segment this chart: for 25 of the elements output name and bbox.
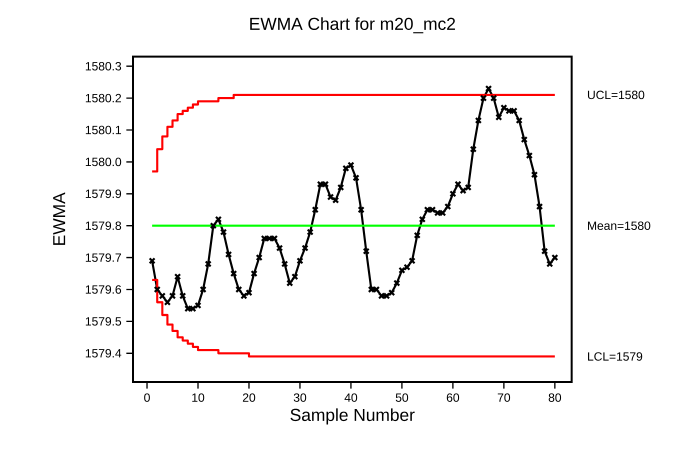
y-tick-label: 1579.4	[86, 349, 122, 358]
y-tick-label: 1580.3	[86, 62, 122, 70]
y-tick-label: 1579.9	[86, 190, 122, 198]
x-tick-label: 40	[344, 393, 358, 402]
x-tick-label: 50	[396, 393, 408, 402]
text: UCL=1580	[588, 90, 644, 100]
y-tick-label: 1579.6	[86, 285, 122, 294]
y-tick-label: 1579.8	[86, 221, 122, 230]
y-axis-title: EWMA	[53, 192, 66, 245]
y-tick-label: 1579.7	[86, 253, 122, 262]
x-tick-label: 70	[498, 393, 510, 402]
y-tick-label: 1580.2	[86, 94, 122, 102]
y-tick-label: 1580.0	[86, 158, 122, 166]
text: LCL=1579	[588, 352, 642, 361]
y-tick-label: 1580.1	[86, 126, 122, 134]
x-tick-label: 10	[192, 393, 204, 402]
x-axis-title: Sample Number	[290, 408, 415, 425]
x-tick-label: 30	[294, 393, 306, 402]
ref-line-label: Mean=1580	[588, 221, 650, 230]
chart-title: EWMA Chart for m20_mc2	[250, 17, 455, 34]
x-tick-label: 20	[242, 393, 256, 402]
x-tick-label: 80	[548, 393, 562, 402]
x-tick-label: 60	[446, 393, 460, 402]
x-tick-label: 0	[144, 393, 150, 402]
y-tick-label: 1579.5	[86, 317, 122, 326]
